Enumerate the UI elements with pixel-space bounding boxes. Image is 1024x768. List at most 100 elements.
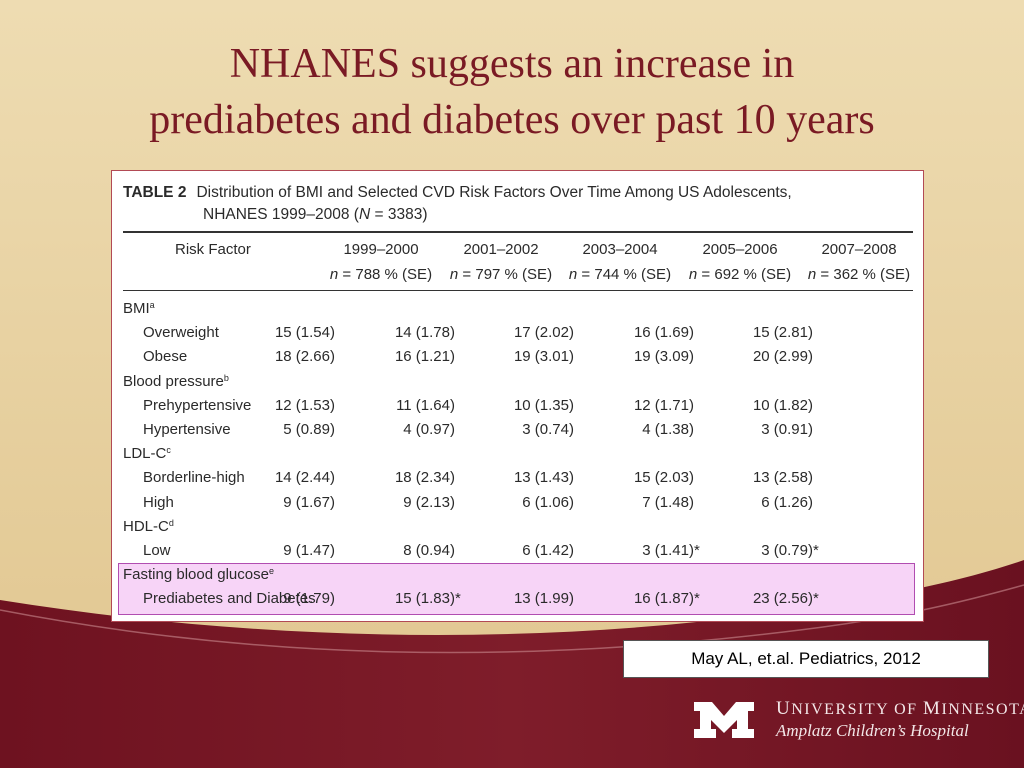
row-label: Low — [143, 542, 171, 559]
table-cell: 3 (0.74) — [522, 421, 574, 438]
hospital-name: Amplatz Children’s Hospital — [776, 721, 969, 740]
row-label: Prediabetes and Diabetes — [143, 590, 316, 608]
university-name: UNIVERSITY OF MINNESOTA — [776, 698, 1024, 719]
table-row: Overweight 15 (1.54) 14 (1.78) 17 (2.02) 16 … — [123, 321, 913, 345]
table-cell: 15 (2.81) — [752, 324, 813, 342]
table-section-header: LDL-Cc — [123, 442, 913, 466]
header-period: 1999–2000 — [343, 241, 419, 258]
row-label: Overweight — [143, 324, 219, 342]
table-cell: 18 (2.66) — [274, 348, 335, 366]
header-period: 2003–2004 — [582, 241, 658, 258]
subheader-sample-size: n = 692 % (SE) — [688, 266, 792, 283]
row-label: High — [143, 493, 174, 511]
section-label: Blood pressureb — [123, 372, 229, 390]
table-cell: 14 (2.44) — [274, 469, 335, 487]
subheader-sample-size: n = 362 % (SE) — [807, 266, 911, 283]
table-cell: 17 (2.02) — [513, 324, 574, 342]
table-cell: 19 (3.01) — [513, 348, 574, 366]
section-label: HDL-Cd — [123, 517, 174, 535]
table-cell: 10 (1.82) — [752, 396, 813, 414]
table-cell: 16 (1.69) — [633, 324, 694, 342]
prediabetes-highlight-box — [118, 563, 915, 615]
table-number: TABLE 2 — [123, 184, 187, 201]
citation-box: May AL, et.al. Pediatrics, 2012 — [623, 640, 989, 678]
table-row: Obese 18 (2.66) 16 (1.21) 19 (3.01) 19 (3.09… — [123, 345, 913, 369]
citation-text: May AL, et.al. Pediatrics, 2012 — [691, 649, 921, 668]
table-section-header: Blood pressureb — [123, 370, 913, 394]
table-cell: 12 (1.53) — [274, 396, 335, 414]
table-cell: 15 (1.54) — [274, 324, 335, 342]
table-row: High 9 (1.67) 9 (2.13) 6 (1.06) 7 (1.48) 6 (1… — [123, 491, 913, 515]
table-row: Low 9 (1.47) 8 (0.94) 6 (1.42) 3 (1.41)* 3 (0… — [123, 539, 913, 563]
title-line-2: prediabetes and diabetes over past 10 ye… — [149, 97, 875, 143]
table-cell: 18 (2.34) — [394, 469, 455, 487]
section-label: BMIa — [123, 300, 155, 317]
section-label: LDL-Cc — [123, 445, 171, 463]
subheader-sample-size: n = 797 % (SE) — [449, 266, 553, 283]
table-cell: 6 (1.06) — [522, 493, 574, 511]
table-section-header: Fasting blood glucosee — [123, 563, 913, 587]
table-header-rule — [123, 290, 913, 291]
significance-marker: * — [694, 542, 700, 559]
slide-title: NHANES suggests an increase in prediabet… — [0, 36, 1024, 148]
table-row: Borderline-high 14 (2.44) 18 (2.34) 13 (1.4… — [123, 466, 913, 490]
subheader-sample-size: n = 788 % (SE) — [329, 266, 433, 283]
table-cell: 9 (1.67) — [283, 493, 335, 511]
row-label: Prehypertensive — [143, 396, 252, 414]
table-cell: 6 (1.26) — [761, 493, 813, 511]
table-row: Prehypertensive 12 (1.53) 11 (1.64) 10 (1.3… — [123, 394, 913, 418]
table-cell: 4 (0.97) — [403, 421, 455, 438]
significance-marker: * — [455, 590, 461, 608]
header-risk-factor: Risk Factor — [175, 241, 251, 258]
university-m-logo — [694, 702, 754, 738]
table-cell: 4 (1.38) — [642, 421, 694, 438]
table-cell: 15 (1.83)* — [395, 587, 467, 611]
table-cell: 16 (1.21) — [394, 348, 455, 366]
significance-marker: * — [813, 590, 819, 608]
header-period: 2007–2008 — [821, 241, 897, 258]
table-cell: 13 (1.99) — [513, 590, 574, 608]
table-cell: 3 (0.91) — [761, 421, 813, 438]
section-label: Fasting blood glucosee — [123, 566, 274, 584]
table-cell: 19 (3.09) — [633, 348, 694, 366]
table-header-row: Risk Factor 1999–2000 2001–2002 2003–200… — [123, 238, 913, 262]
table-section-header: BMIa — [123, 297, 913, 321]
table-cell: 5 (0.89) — [283, 421, 335, 438]
row-label: Borderline-high — [143, 469, 245, 487]
header-period: 2001–2002 — [463, 241, 539, 258]
table-cell: 3 (0.79)* — [761, 539, 825, 563]
table-row: Hypertensive 5 (0.89) 4 (0.97) 3 (0.74) 4 (1… — [123, 418, 913, 442]
table-cell: 3 (1.41)* — [642, 539, 706, 563]
table-cell: 23 (2.56)* — [753, 587, 825, 611]
table-cell: 14 (1.78) — [394, 324, 455, 342]
table-cell: 13 (1.43) — [513, 469, 574, 487]
row-label: Obese — [143, 348, 188, 366]
table-cell: 12 (1.71) — [633, 396, 694, 414]
caption-line-2: NHANES 1999–2008 (N = 3383) — [203, 206, 428, 223]
table-subheader-row: n = 788 % (SE) n = 797 % (SE) n = 744 % … — [123, 263, 913, 287]
table-cell: 8 (0.94) — [403, 542, 455, 559]
table-section-header: HDL-Cd — [123, 515, 913, 539]
subheader-sample-size: n = 744 % (SE) — [568, 266, 672, 283]
header-period: 2005–2006 — [702, 241, 778, 258]
table-cell: 13 (2.58) — [752, 469, 813, 487]
table-row: Prediabetes and Diabetes 9 (1.79) 15 (1.83… — [123, 587, 913, 611]
table-cell: 20 (2.99) — [752, 348, 813, 366]
table-top-rule — [123, 231, 913, 233]
table-caption: TABLE 2 Distribution of BMI and Selected … — [123, 182, 913, 226]
table-cell: 9 (1.79) — [283, 590, 335, 608]
table-cell: 10 (1.35) — [513, 396, 574, 414]
table-cell: 11 (1.64) — [396, 396, 455, 414]
table-cell: 16 (1.87)* — [634, 587, 706, 611]
table-cell: 6 (1.42) — [522, 542, 574, 559]
significance-marker: * — [694, 590, 700, 608]
table-cell: 9 (2.13) — [403, 493, 455, 511]
caption-line-1: Distribution of BMI and Selected CVD Ris… — [196, 184, 792, 201]
table-cell: 15 (2.03) — [633, 469, 694, 487]
row-label: Hypertensive — [143, 421, 231, 438]
significance-marker: * — [813, 542, 819, 559]
data-table-panel: TABLE 2 Distribution of BMI and Selected … — [111, 170, 924, 622]
table-cell: 9 (1.47) — [283, 542, 335, 559]
title-line-1: NHANES suggests an increase in — [229, 41, 795, 87]
table-cell: 7 (1.48) — [642, 493, 694, 511]
